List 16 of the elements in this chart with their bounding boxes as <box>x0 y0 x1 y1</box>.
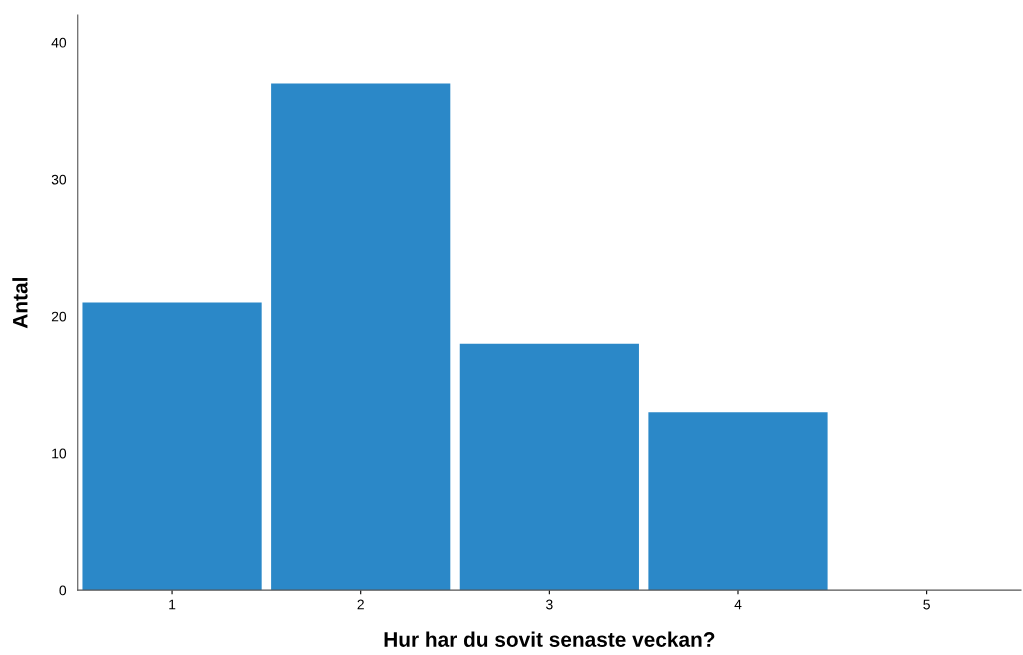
bar <box>459 343 639 591</box>
y-tick-label: 20 <box>51 311 67 322</box>
y-axis-title: Antal <box>12 278 28 329</box>
x-tick-label: 4 <box>734 599 742 610</box>
x-tick-label: 2 <box>357 599 364 610</box>
x-tick-label: 3 <box>546 599 553 610</box>
y-tick-label: 30 <box>51 174 67 185</box>
y-tick-label: 40 <box>51 37 67 48</box>
bar <box>648 412 828 591</box>
x-tick-label: 1 <box>169 599 176 610</box>
x-tick-label: 5 <box>923 599 930 610</box>
x-axis-title: Hur har du sovit senaste veckan? <box>384 631 715 647</box>
y-tick-label: 10 <box>52 448 67 459</box>
bar <box>82 302 262 591</box>
bar <box>271 83 451 591</box>
y-tick-label: 0 <box>59 585 67 596</box>
